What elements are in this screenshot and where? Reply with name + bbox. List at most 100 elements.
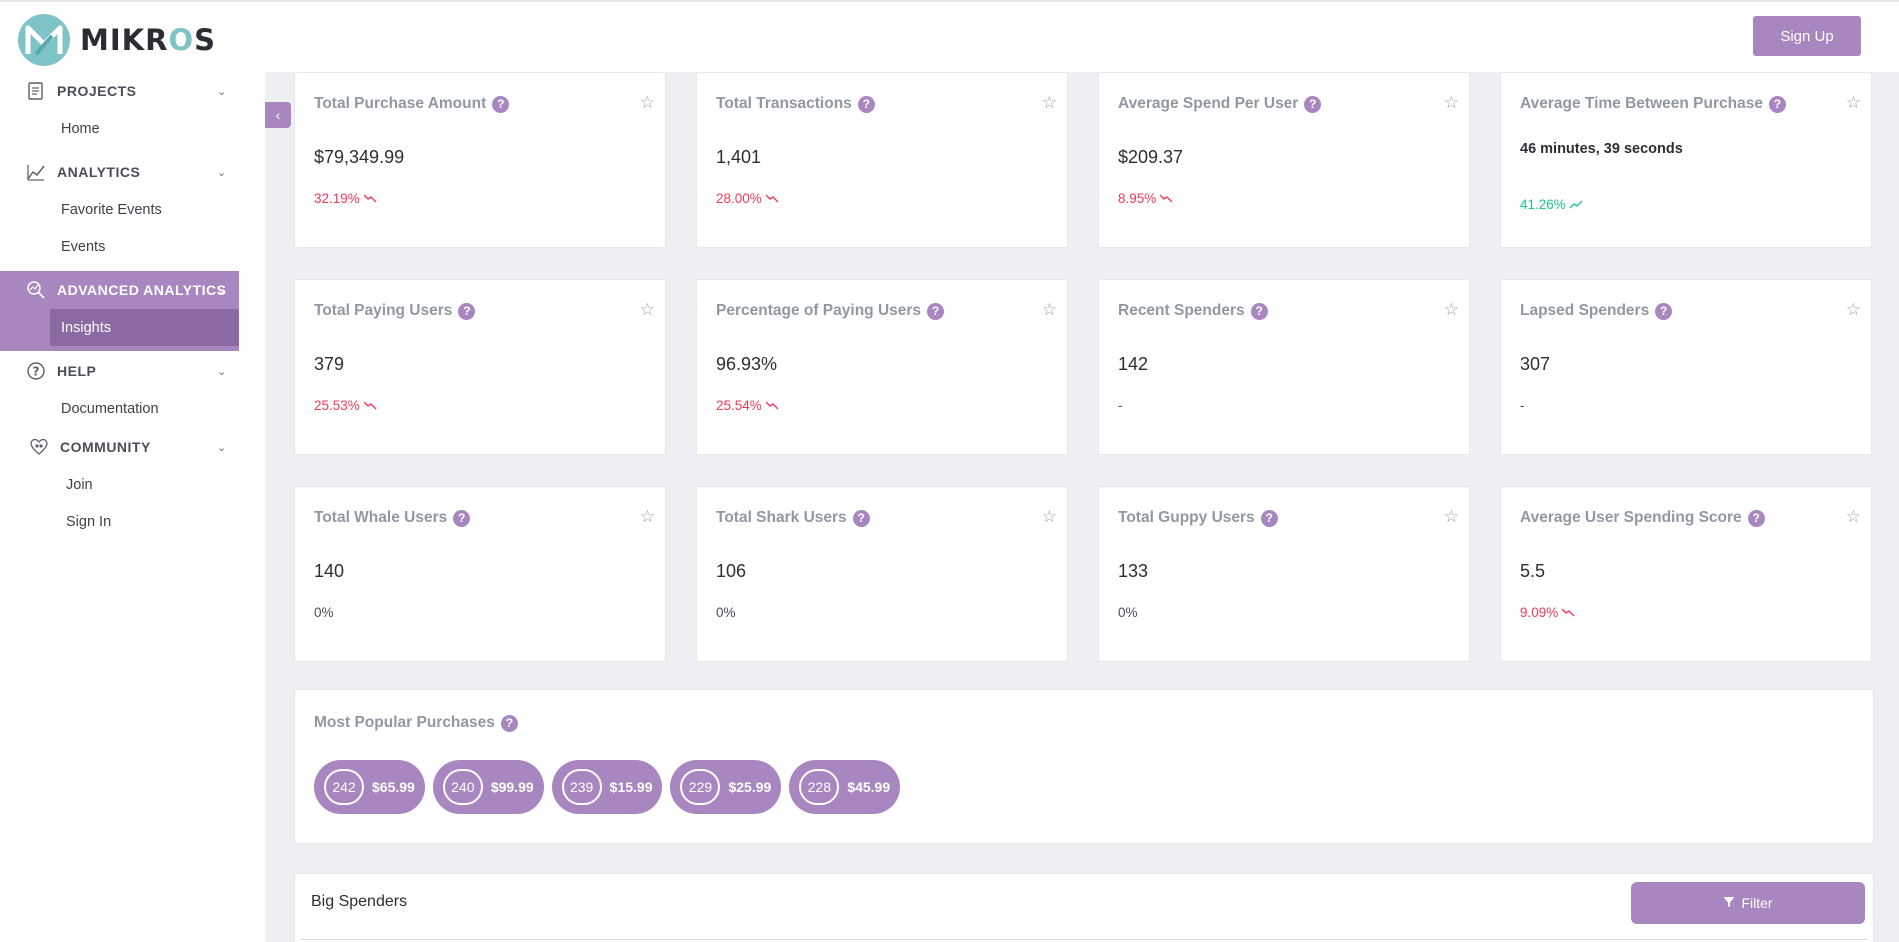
star-favorite-icon[interactable]: ☆ <box>639 507 655 526</box>
help-icon[interactable]: ? <box>500 714 518 732</box>
nav-label-advanced-analytics: ADVANCED ANALYTICS <box>57 282 227 298</box>
collapse-sidebar-button[interactable]: ‹ <box>265 102 291 128</box>
popular-purchase-pill[interactable]: 239 $15.99 <box>551 760 663 814</box>
stat-card-value: 379 <box>314 354 345 374</box>
stat-card: Total Shark Users? ☆ 106 0% <box>696 486 1068 662</box>
stat-card-title: Total Guppy Users? <box>1118 509 1278 527</box>
stat-card-title: Total Paying Users? <box>314 302 476 320</box>
brand-logo[interactable]: MIKROS <box>18 14 216 66</box>
stat-card-value: $79,349.99 <box>314 147 405 167</box>
sidebar-item-insights[interactable]: Insights <box>50 309 239 346</box>
document-icon <box>25 80 47 102</box>
nav-head-projects[interactable]: PROJECTS ⌄ <box>0 72 239 110</box>
help-icon[interactable]: ? <box>458 302 476 320</box>
popular-purchases-card: Most Popular Purchases ? 242 $65.99 240 $99… <box>294 689 1874 844</box>
stat-card: Total Paying Users? ☆ 379 25.53% <box>294 279 666 455</box>
nav-head-help[interactable]: ? HELP ⌄ <box>0 352 239 390</box>
stat-card-value: 133 <box>1118 561 1149 581</box>
help-icon[interactable]: ? <box>1250 302 1268 320</box>
help-icon[interactable]: ? <box>927 302 945 320</box>
stat-card: Total Guppy Users? ☆ 133 0% <box>1098 486 1470 662</box>
star-favorite-icon[interactable]: ☆ <box>639 300 655 319</box>
popular-purchase-pill[interactable]: 229 $25.99 <box>670 760 782 814</box>
sidebar-item-favorite-events[interactable]: Favorite Events <box>61 201 162 218</box>
help-icon: ? <box>25 360 47 382</box>
stat-card-value: 96.93% <box>716 354 778 374</box>
stat-card-title: Total Whale Users? <box>314 509 471 527</box>
stat-card-title: Recent Spenders? <box>1118 302 1268 320</box>
nav-head-community[interactable]: COMMUNITY ⌄ <box>0 428 239 466</box>
stat-card: Lapsed Spenders? ☆ 307 - <box>1500 279 1872 455</box>
stat-card-delta: 0% <box>1118 605 1138 620</box>
stat-card-delta: 32.19% <box>314 191 377 206</box>
popular-purchase-pill[interactable]: 240 $99.99 <box>432 760 544 814</box>
help-icon[interactable]: ? <box>1260 509 1278 527</box>
help-icon[interactable]: ? <box>1655 302 1673 320</box>
sidebar-item-home[interactable]: Home <box>61 120 100 137</box>
sign-up-button[interactable]: Sign Up <box>1753 16 1861 56</box>
stat-card-title: Total Shark Users? <box>716 509 870 527</box>
help-icon[interactable]: ? <box>1747 509 1765 527</box>
stat-card: Average Time Between Purchase? ☆ 46 minute… <box>1500 72 1872 248</box>
purchase-price: $99.99 <box>490 779 534 795</box>
stat-card-title: Percentage of Paying Users? <box>716 302 945 320</box>
chevron-down-icon: ⌄ <box>217 366 227 378</box>
sidebar-item-sign-in[interactable]: Sign In <box>66 513 112 530</box>
sidebar-item-events[interactable]: Events <box>61 238 106 255</box>
purchase-price: $15.99 <box>609 779 653 795</box>
stat-card-delta: 25.54% <box>716 398 779 413</box>
help-icon[interactable]: ? <box>453 509 471 527</box>
stat-card-delta: - <box>1520 398 1525 413</box>
nav-label-help: HELP <box>57 363 97 379</box>
nav-head-advanced-analytics[interactable]: ADVANCED ANALYTICS ⌄ <box>0 271 239 309</box>
star-favorite-icon[interactable]: ☆ <box>1443 93 1459 112</box>
stat-card-title: Total Purchase Amount? <box>314 95 510 113</box>
sidebar-item-join[interactable]: Join <box>66 476 93 493</box>
popular-purchase-pill[interactable]: 228 $45.99 <box>789 760 901 814</box>
purchase-count: 229 <box>680 769 721 805</box>
help-icon[interactable]: ? <box>857 95 875 113</box>
nav-head-analytics[interactable]: ANALYTICS ⌄ <box>0 153 239 191</box>
filter-button[interactable]: Filter <box>1631 882 1865 924</box>
star-favorite-icon[interactable]: ☆ <box>1041 507 1057 526</box>
star-favorite-icon[interactable]: ☆ <box>1041 93 1057 112</box>
stat-card-value: 307 <box>1520 354 1551 374</box>
chevron-left-icon: ‹ <box>275 107 281 123</box>
magnify-chart-icon <box>25 279 47 301</box>
star-favorite-icon[interactable]: ☆ <box>1443 507 1459 526</box>
brand-name: MIKROS <box>80 23 216 57</box>
trending-down-icon <box>765 191 779 206</box>
community-icon <box>28 436 50 458</box>
stat-card-value: 140 <box>314 561 345 581</box>
star-favorite-icon[interactable]: ☆ <box>1845 93 1861 112</box>
star-favorite-icon[interactable]: ☆ <box>1041 300 1057 319</box>
popular-purchase-pill[interactable]: 242 $65.99 <box>314 760 425 814</box>
stat-card-delta: 0% <box>314 605 334 620</box>
star-favorite-icon[interactable]: ☆ <box>1845 300 1861 319</box>
trending-up-icon <box>1569 197 1583 212</box>
stat-card-title: Average User Spending Score? <box>1520 509 1765 527</box>
help-icon[interactable]: ? <box>1304 95 1322 113</box>
stat-card-delta: 28.00% <box>716 191 779 206</box>
trending-down-icon <box>1159 191 1173 206</box>
stat-card-value: 1,401 <box>716 147 762 167</box>
help-icon[interactable]: ? <box>1768 95 1786 113</box>
stat-card-delta: 9.09% <box>1520 605 1575 620</box>
trending-down-icon <box>363 191 377 206</box>
star-favorite-icon[interactable]: ☆ <box>639 93 655 112</box>
star-favorite-icon[interactable]: ☆ <box>1443 300 1459 319</box>
help-icon[interactable]: ? <box>492 95 510 113</box>
sidebar-item-documentation[interactable]: Documentation <box>61 400 159 417</box>
purchase-price: $25.99 <box>728 779 772 795</box>
help-icon[interactable]: ? <box>852 509 870 527</box>
stat-card: Total Purchase Amount? ☆ $79,349.99 32.19% <box>294 72 666 248</box>
stat-card-value: 142 <box>1118 354 1149 374</box>
stat-card-title: Average Time Between Purchase? <box>1520 95 1786 113</box>
trending-down-icon <box>765 398 779 413</box>
star-favorite-icon[interactable]: ☆ <box>1845 507 1861 526</box>
filter-icon <box>1723 895 1735 911</box>
big-spenders-title: Big Spenders <box>311 893 408 910</box>
chart-icon <box>25 161 47 183</box>
stat-card: Total Transactions? ☆ 1,401 28.00% <box>696 72 1068 248</box>
stat-card-delta: 0% <box>716 605 736 620</box>
